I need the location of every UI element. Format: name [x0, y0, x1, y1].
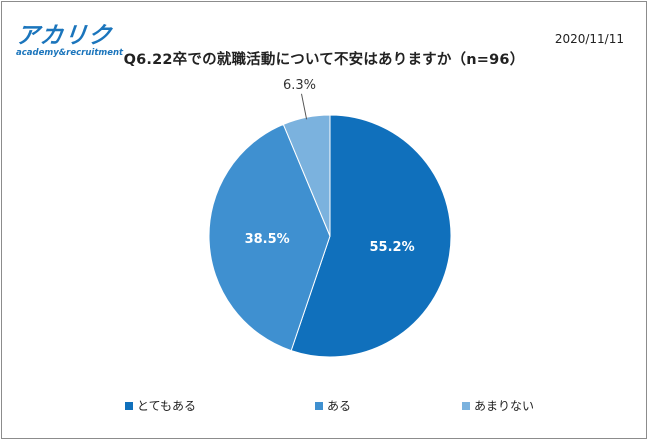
- data-label-3: 6.3%: [283, 78, 316, 93]
- legend-label-1: とてもある: [137, 399, 197, 413]
- leader-line-3: [300, 93, 308, 120]
- chart-title: Q6.22卒での就職活動について不安はありますか（n=96）: [123, 52, 525, 68]
- logo-tagline: academy&recruitment: [16, 48, 124, 58]
- company-logo: アカリク academy&recruitment: [15, 23, 136, 60]
- legend-item-1: とてもある: [125, 397, 196, 414]
- legend-label-2: ある: [327, 399, 352, 413]
- legend-swatch-1: [125, 401, 133, 410]
- pie-slice-2: [208, 123, 331, 352]
- legend-swatch-3: [462, 401, 470, 410]
- report-date: 2020/11/11: [554, 32, 624, 46]
- legend-item-2: ある: [315, 397, 351, 414]
- chart-legend: とてもある ある あまりない: [2, 397, 648, 417]
- data-label-2: 38.5%: [245, 232, 290, 247]
- data-label-1: 55.2%: [370, 240, 415, 255]
- pie-slice-1: [290, 114, 452, 358]
- legend-swatch-2: [315, 401, 323, 410]
- legend-label-3: あまりない: [474, 399, 535, 413]
- legend-item-3: あまりない: [462, 397, 534, 414]
